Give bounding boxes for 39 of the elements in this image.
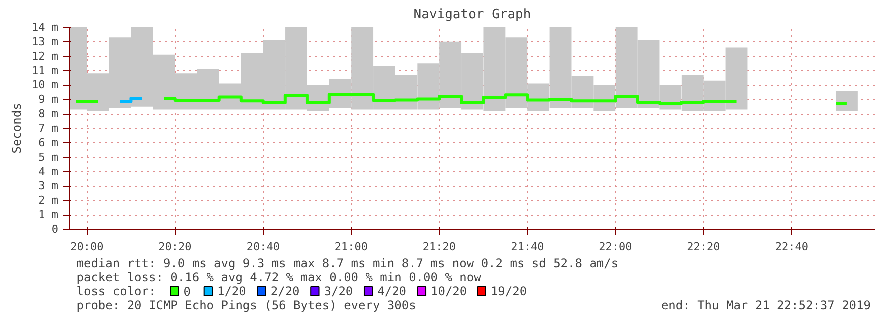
- y-tick-label: 2 m: [38, 194, 59, 208]
- legend-label: 0: [184, 285, 191, 299]
- y-axis-title: Seconds: [10, 103, 24, 154]
- text: median rtt: 9.0 ms avg 9.3 ms max 8.7 ms min 8.7 ms now 0.2 ms sd 52.8 am/s: [76, 256, 619, 270]
- x-tick-label: 21:20: [422, 240, 456, 254]
- y-tick-label: 9 m: [38, 93, 59, 106]
- y-tick-label: 10 m: [32, 78, 59, 92]
- y-tick-label: 12 m: [32, 50, 59, 63]
- x-tick-label: 20:20: [158, 240, 192, 254]
- x-tick-label: 20:00: [70, 240, 104, 254]
- x-tick-label: 22:20: [687, 240, 720, 254]
- legend-label: 19/20: [490, 284, 528, 298]
- x-tick-label: 21:40: [511, 240, 544, 254]
- legend-label: 4/20: [378, 284, 407, 298]
- y-tick-label: 4 m: [38, 165, 59, 178]
- y-tick-label: 5 m: [38, 150, 59, 164]
- x-tick-label: 22:00: [599, 240, 632, 254]
- y-tick-label: 13 m: [32, 35, 59, 48]
- y-tick-label: 6 m: [38, 136, 59, 150]
- text: probe: 20 ICMP Echo Pings (56 Bytes) every 300s: [76, 298, 416, 312]
- legend-title: loss color:: [76, 284, 156, 298]
- y-tick-label: 14 m: [32, 21, 59, 34]
- bar: [836, 90, 858, 112]
- y-tick-label: 7 m: [38, 122, 59, 135]
- legend-label: 2/20: [270, 284, 300, 298]
- x-tick-label: 21:00: [334, 240, 368, 254]
- y-tick-label: 11 m: [32, 64, 59, 78]
- y-tick-label: 8 m: [38, 108, 59, 121]
- y-tick-label: 1 m: [38, 208, 59, 222]
- text: packet loss: 0.16 % avg 4.72 % max 0.00 % min 0.00 % now: [76, 270, 482, 284]
- chart-title: Navigator Graph: [414, 8, 532, 22]
- y-tick-label: 0: [52, 223, 58, 236]
- y-tick-label: 3 m: [38, 180, 59, 193]
- x-tick-label: 20:40: [246, 240, 280, 254]
- legend-label: 1/20: [217, 284, 246, 298]
- legend-label: 3/20: [324, 284, 354, 298]
- x-tick-label: 22:40: [775, 240, 809, 254]
- legend-label: 10/20: [431, 284, 468, 298]
- text: end: Thu Mar 21 22:52:37 2019: [661, 298, 871, 312]
